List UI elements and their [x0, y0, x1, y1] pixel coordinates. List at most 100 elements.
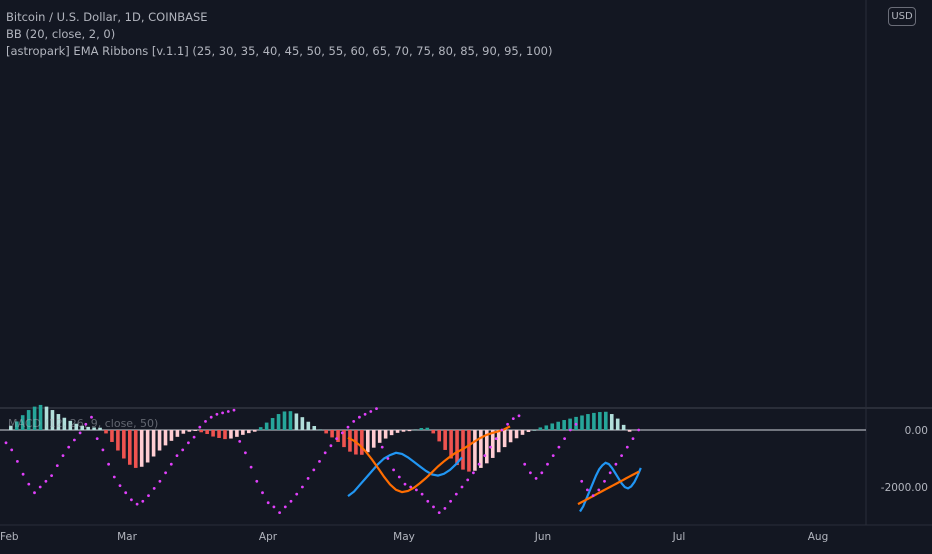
- macd-bar: [348, 430, 352, 452]
- macd-bar: [110, 430, 114, 442]
- macd-bar: [116, 430, 120, 451]
- macd-dot: [21, 472, 25, 476]
- macd-dot: [574, 422, 578, 426]
- macd-bar: [473, 430, 477, 471]
- macd-dot: [272, 505, 276, 509]
- macd-bar: [443, 430, 447, 450]
- macd-dot: [472, 471, 475, 475]
- macd-bar: [532, 429, 537, 431]
- macd-dot: [597, 488, 601, 492]
- legend: Bitcoin / U.S. Dollar, 1D, COINBASE BB (…: [6, 9, 552, 60]
- macd-bar: [264, 422, 269, 430]
- macd-bar: [92, 427, 96, 430]
- macd-bar: [133, 430, 138, 468]
- macd-dot: [192, 435, 196, 439]
- macd-dot: [33, 491, 36, 495]
- x-tick-label: Feb: [0, 531, 19, 543]
- macd-dot: [363, 412, 367, 416]
- macd-bar: [163, 430, 168, 446]
- macd-dot: [4, 441, 8, 445]
- macd-bar: [205, 430, 209, 434]
- macd-dot: [580, 479, 584, 483]
- macd-bar: [485, 430, 489, 464]
- macd-bar: [56, 414, 61, 430]
- macd-dot: [534, 477, 538, 480]
- macd-bar: [336, 430, 340, 442]
- symbol-title[interactable]: Bitcoin / U.S. Dollar, 1D, COINBASE: [6, 10, 208, 24]
- macd-dot: [483, 454, 487, 457]
- macd-dot: [209, 415, 213, 419]
- macd-bar: [211, 430, 215, 437]
- macd-bar: [431, 430, 436, 434]
- bb-indicator-label[interactable]: BB (20, close, 2, 0): [6, 27, 116, 41]
- macd-bar: [562, 420, 566, 430]
- macd-dot: [84, 422, 88, 426]
- macd-bar: [342, 430, 346, 448]
- macd-bar: [318, 429, 322, 431]
- macd-dot: [221, 411, 225, 415]
- macd-bar: [490, 430, 495, 458]
- macd-dot: [557, 445, 561, 449]
- macd-dot: [614, 462, 618, 466]
- macd-bar: [98, 427, 102, 430]
- macd-dot: [403, 482, 407, 486]
- currency-badge[interactable]: USD: [888, 7, 916, 26]
- macd-dot: [152, 487, 156, 490]
- macd-bar: [401, 430, 406, 432]
- macd-dot: [44, 479, 48, 483]
- ema-ribbons-label[interactable]: [astropark] EMA Ribbons [v.1.1] (25, 30,…: [6, 44, 553, 58]
- macd-dot: [78, 431, 82, 435]
- macd-dot: [169, 462, 173, 466]
- macd-bar: [508, 430, 513, 443]
- x-tick-label: Apr: [259, 531, 278, 543]
- macd-dot: [249, 465, 253, 469]
- macd-bar: [419, 428, 424, 430]
- macd-histogram: [9, 404, 632, 472]
- macd-legend-label: MACD (12, 26, 9, close, 50): [8, 417, 158, 430]
- macd-bar: [449, 430, 453, 459]
- macd-tick-label: 0.00: [905, 425, 928, 437]
- macd-dot: [118, 484, 122, 487]
- macd-dot: [329, 444, 333, 448]
- macd-tick-label: -2000.00: [881, 482, 928, 494]
- macd-bar: [139, 430, 144, 467]
- macd-bar: [44, 406, 49, 430]
- macd-bar: [128, 430, 132, 465]
- macd-bar: [395, 430, 400, 433]
- macd-dot: [283, 505, 287, 509]
- macd-bar: [550, 423, 555, 430]
- macd-bar: [14, 421, 19, 430]
- macd-dot: [551, 454, 555, 457]
- macd-bar: [247, 430, 251, 434]
- macd-bar: [288, 411, 293, 430]
- macd-dot: [517, 414, 521, 418]
- macd-bar: [32, 406, 37, 430]
- macd-dot: [306, 477, 310, 480]
- macd-bar: [276, 414, 281, 430]
- macd-bar: [598, 412, 602, 430]
- macd-dot: [494, 437, 498, 440]
- macd-dots: [4, 407, 641, 514]
- macd-line-1: [347, 451, 463, 497]
- macd-bar: [592, 412, 596, 430]
- macd-bar: [538, 427, 543, 430]
- macd-bar: [544, 425, 549, 430]
- macd-bar: [383, 430, 388, 439]
- macd-dot: [55, 464, 59, 467]
- macd-dot: [215, 412, 219, 416]
- macd-bar: [366, 430, 370, 453]
- macd-bar: [300, 417, 305, 430]
- macd-bar: [9, 425, 13, 430]
- macd-dot: [232, 408, 236, 412]
- macd-bar: [235, 430, 239, 437]
- macd-dot: [460, 485, 464, 489]
- macd-dot: [443, 507, 447, 510]
- macd-dot: [147, 494, 150, 497]
- macd-bar: [479, 430, 483, 468]
- macd-dot: [637, 428, 641, 432]
- macd-dot: [625, 445, 629, 449]
- macd-bar: [86, 426, 90, 430]
- macd-bar: [193, 430, 198, 431]
